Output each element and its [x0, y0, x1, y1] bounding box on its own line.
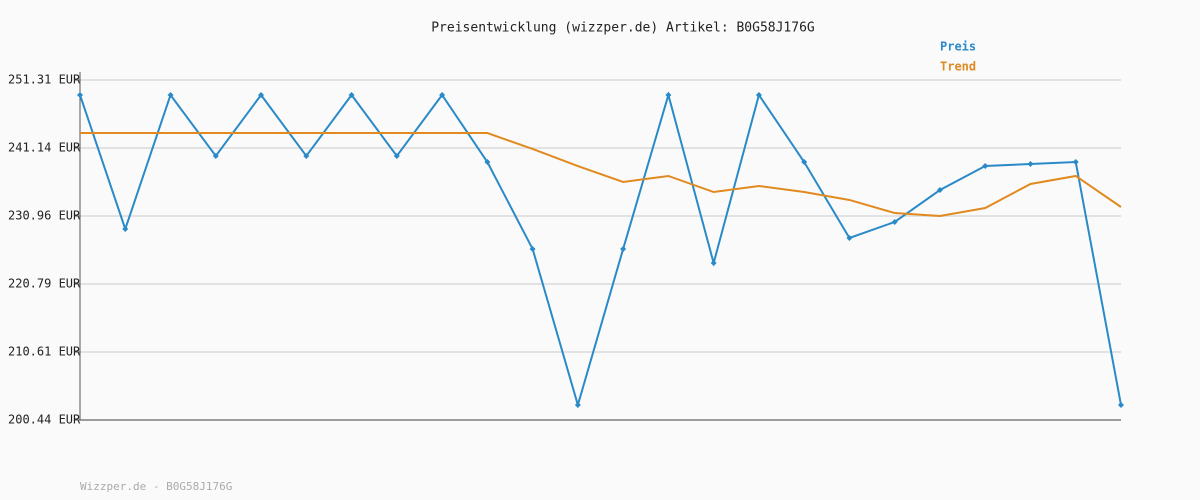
point	[212, 152, 219, 159]
series-line	[80, 132, 1122, 218]
series-line	[79, 91, 1122, 409]
y-tick-label: 241.14 EUR	[8, 140, 81, 154]
point	[574, 401, 581, 408]
point	[665, 91, 672, 98]
point	[393, 152, 400, 159]
point	[1027, 161, 1034, 168]
y-tick-label: 220.79 EUR	[8, 276, 81, 290]
y-tick-label: 210.61 EUR	[8, 345, 81, 359]
point	[529, 245, 536, 252]
footer: Wizzper.de - B0G58J176G	[80, 480, 232, 493]
y-tick-label: 251.31 EUR	[8, 73, 81, 87]
point	[122, 225, 129, 232]
point	[846, 235, 853, 242]
point	[755, 91, 762, 98]
point	[891, 218, 898, 225]
point	[936, 187, 943, 194]
point	[1118, 401, 1124, 408]
point	[484, 159, 491, 166]
point	[303, 152, 310, 159]
point	[1072, 159, 1079, 166]
point	[348, 91, 355, 98]
point	[258, 91, 265, 98]
point	[167, 91, 174, 98]
legend-label: Preis	[940, 40, 976, 54]
point	[77, 91, 83, 98]
y-tick-label: 230.96 EUR	[8, 209, 81, 223]
point	[439, 91, 446, 98]
legend-label: Trend	[940, 60, 976, 74]
point	[982, 163, 989, 170]
point	[710, 259, 717, 266]
point	[620, 245, 627, 252]
chart-title: Preisentwicklung (wizzper.de) Artikel: B…	[431, 21, 815, 36]
y-tick-label: 200.44 EUR	[8, 413, 81, 427]
point	[801, 159, 808, 166]
